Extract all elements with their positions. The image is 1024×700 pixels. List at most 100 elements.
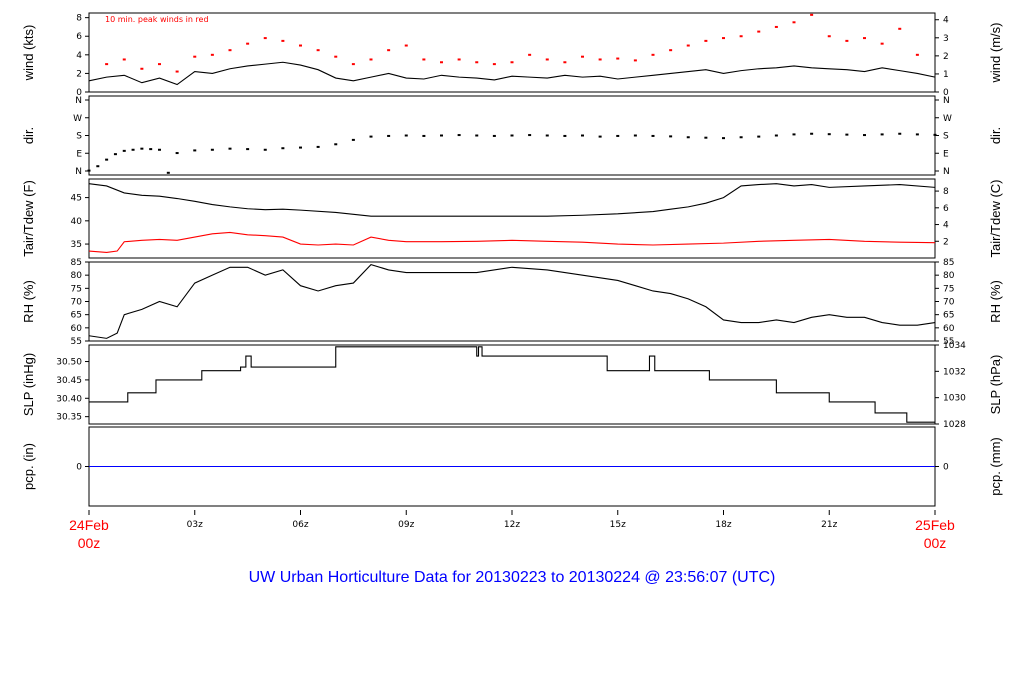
y-tick-label: W xyxy=(73,114,82,124)
data-point xyxy=(915,133,919,136)
y-tick-label: N xyxy=(75,96,82,106)
end-hour-label: 00z xyxy=(924,535,947,551)
data-point xyxy=(633,134,637,137)
y-tick-label-right: 0 xyxy=(943,88,949,98)
panel-frame xyxy=(88,178,936,259)
data-point xyxy=(880,133,884,136)
data-point xyxy=(404,44,408,47)
y-tick-label: 4 xyxy=(76,51,82,61)
data-point xyxy=(827,35,831,38)
data-point xyxy=(246,42,250,45)
y-tick-label-right: 4 xyxy=(943,16,949,26)
data-point xyxy=(810,13,814,16)
panel-relative-humidity: 55 60 65 70 75 80 85 55 60 65 70 75 80 85 RH (%) RH (%) xyxy=(21,258,1003,347)
panel-wind: 0 2 4 6 8 0 1 2 3 4 wind (kts) wind (m/s) 10 min. pe… xyxy=(21,12,1003,98)
x-tick-label: 21z xyxy=(821,520,837,530)
data-point xyxy=(281,39,285,42)
y-tick-label-right: 8 xyxy=(943,187,949,197)
data-point xyxy=(210,148,214,151)
data-point xyxy=(933,133,937,136)
data-point xyxy=(686,136,690,139)
data-point xyxy=(158,63,161,66)
y-axis-title: SLP (inHg) xyxy=(21,353,36,416)
y-tick-label-right: 1 xyxy=(943,70,949,80)
data-point xyxy=(404,134,408,137)
data-point xyxy=(510,61,514,64)
y-tick-label: 2 xyxy=(76,69,82,79)
y-tick-label-right: S xyxy=(943,132,949,142)
y-tick-label: 30.35 xyxy=(56,413,82,423)
data-point xyxy=(598,58,602,61)
y-tick-label: 35 xyxy=(71,240,82,250)
y-axis-title-right: dir. xyxy=(988,127,1003,144)
y-tick-label: S xyxy=(76,132,82,142)
y-tick-label-right: 6 xyxy=(943,204,949,214)
y-tick-label-right: 3 xyxy=(943,34,949,44)
y-axis-title-right: pcp. (mm) xyxy=(988,437,1003,496)
y-tick-label: 30.40 xyxy=(56,394,82,404)
data-point xyxy=(113,153,117,156)
data-point xyxy=(863,134,866,137)
data-point xyxy=(492,134,496,137)
data-point xyxy=(686,44,690,47)
data-point xyxy=(387,49,391,52)
y-tick-label: 30.50 xyxy=(56,358,82,368)
panel-temperature: 35 40 45 2 4 6 8 Tair/Tdew (F) Tair/Tdew (C) xyxy=(21,178,1003,259)
y-tick-label-right: 2 xyxy=(943,237,949,247)
y-tick-label-right: 1032 xyxy=(943,367,966,377)
y-tick-label-right: 70 xyxy=(943,298,955,308)
data-point xyxy=(457,58,461,61)
data-point xyxy=(757,30,761,33)
x-tick-label: 18z xyxy=(715,520,731,530)
data-point xyxy=(166,171,170,174)
data-point xyxy=(810,132,814,135)
data-point xyxy=(193,55,197,58)
data-point xyxy=(175,70,179,73)
series-line xyxy=(88,264,936,339)
x-axis: 03z 06z 09z 12z 15z 18z 21z 24Feb 00z 25Feb 00z xyxy=(69,510,955,551)
y-axis-title: pcp. (in) xyxy=(21,443,36,490)
data-point xyxy=(616,134,620,137)
data-point xyxy=(281,147,285,150)
series-line xyxy=(88,183,936,217)
data-point xyxy=(175,152,179,155)
y-tick-label: 0 xyxy=(76,463,82,473)
data-point xyxy=(422,134,426,137)
start-date-label: 24Feb xyxy=(69,517,109,533)
chart-title: UW Urban Horticulture Data for 20130223 … xyxy=(249,569,776,586)
panel-sea-level-pressure: 30.35 30.40 30.45 30.50 1028 1030 1032 1034 SLP … xyxy=(21,341,1003,430)
data-point xyxy=(898,132,902,135)
data-point xyxy=(105,63,109,66)
data-point xyxy=(440,134,443,137)
x-tick-label: 09z xyxy=(398,520,414,530)
y-tick-label: 85 xyxy=(71,258,82,268)
data-point xyxy=(545,134,549,137)
series-line xyxy=(88,61,936,86)
data-point xyxy=(616,57,620,60)
data-point xyxy=(263,148,267,151)
x-tick-label: 06z xyxy=(292,520,308,530)
data-point xyxy=(369,135,373,138)
data-point xyxy=(334,55,338,58)
y-tick-label: 70 xyxy=(71,298,83,308)
y-axis-title-right: Tair/Tdew (C) xyxy=(988,179,1003,257)
data-point xyxy=(228,49,232,52)
y-axis-title: Tair/Tdew (F) xyxy=(21,180,36,257)
data-point xyxy=(528,53,532,56)
peak-wind-note: 10 min. peak winds in red xyxy=(105,15,209,24)
data-point xyxy=(757,135,761,138)
data-point xyxy=(140,67,144,70)
data-point xyxy=(193,149,197,152)
panel-frame xyxy=(88,344,936,425)
data-point xyxy=(510,134,514,137)
data-point xyxy=(792,21,796,24)
data-point xyxy=(880,42,884,45)
data-point xyxy=(581,134,584,137)
x-tick-label: 12z xyxy=(504,520,520,530)
panel-precipitation: 0 0 pcp. (in) pcp. (mm) xyxy=(21,426,1003,507)
y-tick-label-right: N xyxy=(943,167,950,177)
data-point xyxy=(633,59,637,62)
y-tick-label: N xyxy=(75,167,82,177)
data-point xyxy=(545,58,549,61)
data-point xyxy=(704,39,708,42)
